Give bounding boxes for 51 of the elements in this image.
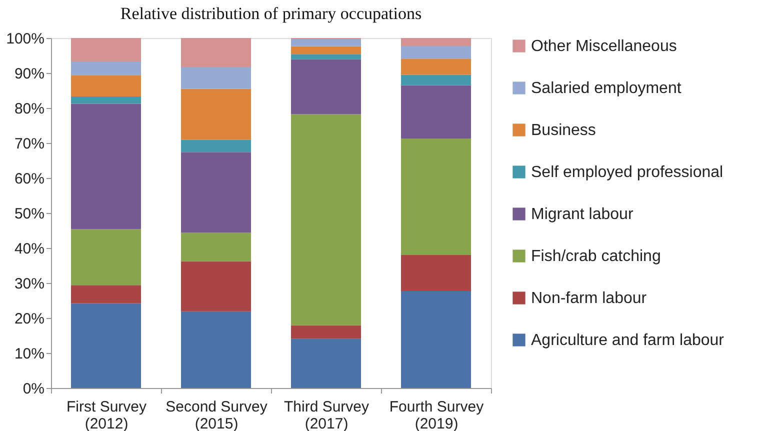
- bar: [291, 59, 361, 114]
- y-tick-label: 50%: [14, 206, 44, 222]
- bar: [181, 67, 251, 89]
- y-tick-label: 40%: [14, 240, 44, 258]
- y-tick-label: 60%: [14, 170, 44, 188]
- legend-label: Business: [531, 122, 596, 139]
- bar: [71, 303, 141, 388]
- bar: [181, 261, 251, 312]
- legend-label: Salaried employment: [531, 80, 682, 97]
- bar: [71, 75, 141, 96]
- legend-label: Agriculture and farm labour: [531, 332, 725, 349]
- y-tick-label: 20%: [14, 310, 44, 328]
- legend-label: Fish/crab catching: [531, 248, 661, 265]
- bar: [71, 38, 141, 62]
- bar: [71, 229, 141, 286]
- bar: [401, 58, 471, 75]
- bar: [401, 255, 471, 292]
- legend-label: Other Miscellaneous: [531, 38, 677, 55]
- bar: [181, 232, 251, 262]
- bar: [181, 152, 251, 233]
- y-tick-label: 10%: [14, 346, 44, 362]
- bar: [401, 138, 471, 255]
- legend-label: Migrant labour: [531, 206, 634, 223]
- bar: [401, 85, 471, 138]
- bar: [181, 311, 251, 388]
- bar: [401, 291, 471, 388]
- legend-label: Non-farm labour: [531, 290, 648, 307]
- bar: [71, 104, 141, 230]
- bar: [401, 38, 471, 46]
- bar: [71, 285, 141, 304]
- bar: [291, 54, 361, 60]
- legend-label: Self employed professional: [531, 164, 724, 181]
- bar: [181, 140, 251, 152]
- y-tick-label: 0%: [22, 380, 44, 398]
- bar: [291, 114, 361, 326]
- chart-title: Relative distribution of primary occupations: [120, 4, 422, 23]
- bar: [291, 325, 361, 339]
- bar: [401, 46, 471, 59]
- y-tick-label: 100%: [6, 30, 44, 48]
- y-tick-label: 30%: [14, 276, 44, 292]
- bar: [291, 39, 361, 46]
- bar: [291, 46, 361, 54]
- y-tick-label: 80%: [14, 100, 44, 118]
- y-tick-label: 90%: [14, 66, 44, 82]
- bar: [181, 88, 251, 140]
- bar: [181, 38, 251, 68]
- bar: [291, 338, 361, 388]
- bar: [71, 61, 141, 76]
- y-tick-label: 70%: [14, 136, 44, 152]
- bar: [401, 74, 471, 86]
- bar: [71, 96, 141, 104]
